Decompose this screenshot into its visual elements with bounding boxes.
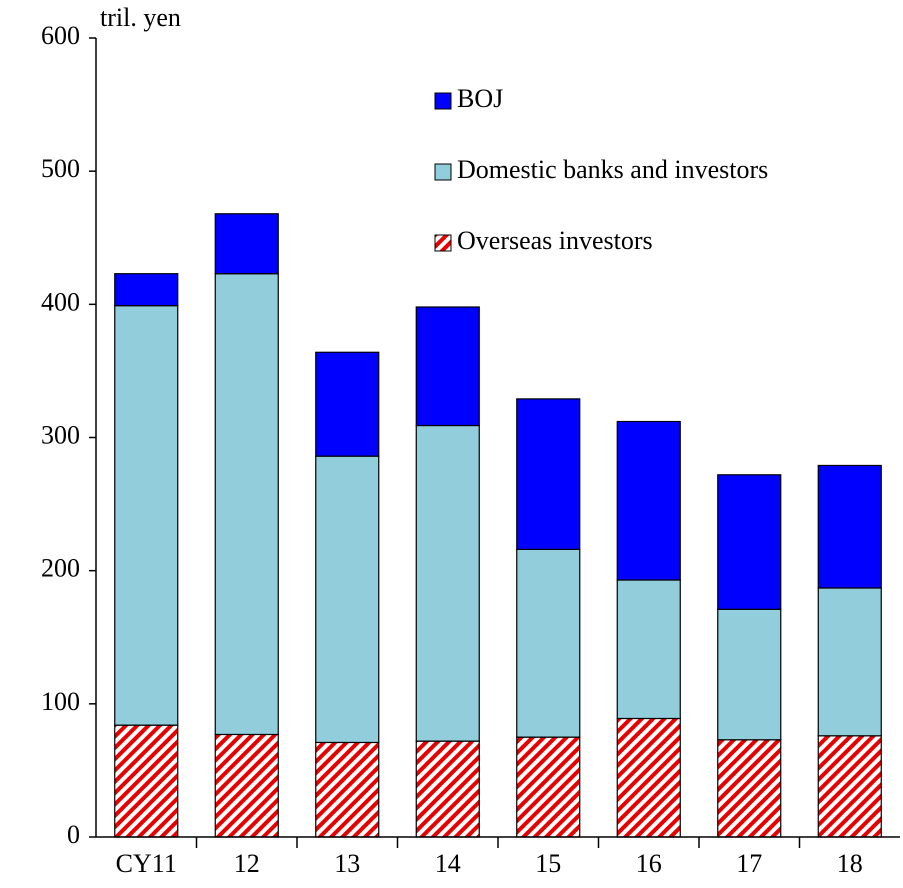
legend-label: BOJ xyxy=(457,84,503,113)
legend-label: Domestic banks and investors xyxy=(457,155,768,184)
bar-segment xyxy=(214,273,279,736)
bar-segment xyxy=(415,306,480,427)
legend-swatch xyxy=(434,163,452,181)
bar-segment xyxy=(315,351,380,457)
bar-segment xyxy=(616,579,681,720)
bar-segment xyxy=(315,741,380,838)
bar-segment xyxy=(516,398,581,550)
x-tick-label: 13 xyxy=(334,849,360,878)
bar-segment xyxy=(616,717,681,838)
bar-segment xyxy=(616,420,681,581)
legend-swatch xyxy=(434,234,452,252)
bar-segment xyxy=(214,213,279,275)
bar-segment xyxy=(415,424,480,742)
y-tick-label: 100 xyxy=(41,687,80,716)
bar-segment xyxy=(817,587,882,737)
bar-segment xyxy=(114,724,179,838)
unit-label: tril. yen xyxy=(100,3,181,32)
bar-segment xyxy=(214,733,279,838)
bar-segment xyxy=(516,736,581,838)
legend-label: Overseas investors xyxy=(457,226,653,255)
bar-segment xyxy=(415,740,480,838)
x-tick-label: 18 xyxy=(837,849,863,878)
x-tick-label: 15 xyxy=(535,849,561,878)
bar-segment xyxy=(717,474,782,610)
x-tick-label: 12 xyxy=(234,849,260,878)
bar-segment xyxy=(315,455,380,744)
y-tick-label: 400 xyxy=(41,287,80,316)
x-tick-label: 16 xyxy=(636,849,662,878)
bar-segment xyxy=(717,739,782,838)
y-tick-label: 0 xyxy=(67,820,80,849)
bar-segment xyxy=(717,608,782,741)
bar-segment xyxy=(817,735,882,838)
bar-segment xyxy=(516,548,581,738)
x-tick-label: CY11 xyxy=(116,849,177,878)
y-tick-label: 300 xyxy=(41,420,80,449)
y-tick-label: 500 xyxy=(41,154,80,183)
x-tick-label: 17 xyxy=(736,849,762,878)
bar-segment xyxy=(114,273,179,307)
bar-segment xyxy=(114,305,179,726)
legend-swatch xyxy=(434,92,452,110)
y-tick-label: 600 xyxy=(41,21,80,50)
x-tick-label: 14 xyxy=(435,849,461,878)
y-tick-label: 200 xyxy=(41,554,80,583)
bar-segment xyxy=(817,464,882,589)
